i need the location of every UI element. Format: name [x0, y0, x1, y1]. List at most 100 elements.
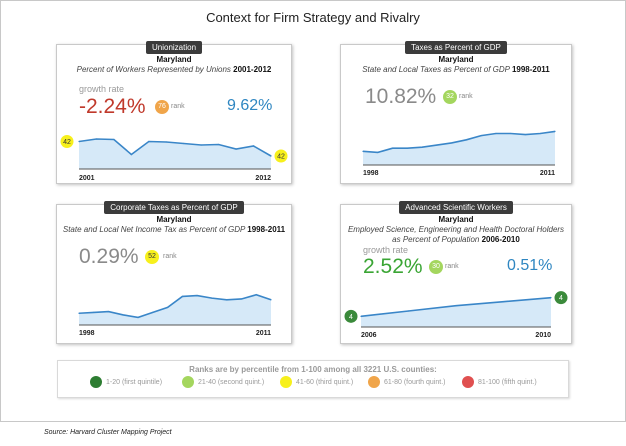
corporate-panel: Corporate Taxes as Percent of GDP Maryla…	[56, 201, 292, 344]
data-point-6	[167, 306, 169, 308]
corporate-value: 0.29%	[79, 245, 139, 268]
data-point-3	[130, 153, 132, 156]
start-rank-badge	[344, 309, 358, 323]
scientific-tab: Advanced Scientific Workers	[341, 197, 571, 215]
scientific-subtitle-text: Employed Science, Engineering and Health…	[347, 225, 565, 244]
taxes-subtitle-years: 1998-2011	[511, 65, 550, 74]
data-point-3	[122, 314, 124, 316]
series-area	[79, 294, 271, 325]
end-rank-badge	[554, 291, 568, 305]
legend-label-q1: 1-20 (first quintile)	[106, 378, 163, 386]
corporate-tab-label: Corporate Taxes as Percent of GDP	[104, 201, 244, 214]
scientific-subtitle: Employed Science, Engineering and Health…	[345, 225, 567, 245]
x-tick-end: 2010	[535, 332, 551, 339]
data-point-8	[196, 295, 198, 297]
page-title: Context for Firm Strategy and Rivalry	[206, 10, 420, 25]
unionization-panel: Unionization Maryland Percent of Workers…	[56, 41, 292, 184]
taxes-tab: Taxes as Percent of GDP	[341, 37, 571, 55]
data-point-7	[181, 295, 183, 298]
data-point-9	[235, 148, 237, 150]
taxes-tab-label: Taxes as Percent of GDP	[405, 41, 507, 54]
legend-item-q2: 21-40 (second quint.)	[182, 376, 264, 388]
data-point-4	[137, 316, 139, 319]
unionization-tab: Unionization	[57, 37, 291, 55]
data-point-12	[539, 132, 541, 135]
start-rank-badge	[60, 135, 74, 148]
scientific-growth-value: 2.52%	[363, 255, 423, 278]
unionization-region: Maryland	[156, 55, 192, 64]
x-tick-start: 2006	[361, 332, 377, 339]
scientific-growth-label: growth rate	[363, 245, 409, 255]
data-point-11	[270, 155, 272, 157]
scientific-region: Maryland	[438, 215, 474, 224]
taxes-rank-badge: 32	[443, 90, 457, 104]
data-point-2	[391, 147, 394, 149]
scientific-chart: 2006 2010 4 4	[344, 291, 568, 339]
corporate-chart: 1998 2011	[78, 293, 272, 337]
data-point-0	[78, 312, 80, 314]
legend-label-q2: 21-40 (second quint.)	[198, 378, 265, 386]
scientific-subtitle-years: 2006-2010	[481, 235, 520, 244]
data-point-10	[226, 299, 228, 301]
corporate-subtitle-text: State and Local Net Income Tax as Percen…	[62, 225, 248, 234]
legend-dot-q1	[90, 376, 102, 388]
data-point-7	[200, 144, 202, 146]
x-tick-end: 2011	[540, 170, 555, 177]
data-point-13	[270, 299, 272, 301]
taxes-rank-label: rank	[459, 93, 473, 100]
end-rank-badge	[274, 149, 288, 163]
data-point-0	[78, 140, 80, 143]
legend-dot-q5	[462, 376, 474, 388]
corporate-tab: Corporate Taxes as Percent of GDP	[57, 197, 291, 215]
unionization-growth-label: growth rate	[79, 84, 125, 94]
unionization-rank-label: rank	[171, 103, 185, 110]
data-point-7	[465, 139, 467, 141]
corporate-region: Maryland	[156, 215, 192, 224]
series-area	[363, 131, 555, 165]
data-point-8	[480, 135, 482, 137]
scientific-current-value: 0.51%	[507, 257, 553, 274]
legend-item-q3: 41-60 (third quint.)	[280, 376, 353, 388]
corporate-rank-badge: 52	[145, 250, 159, 264]
data-point-4	[148, 140, 150, 143]
data-point-5	[165, 141, 167, 143]
corporate-subtitle: State and Local Net Income Tax as Percen…	[61, 225, 287, 235]
data-point-0	[362, 150, 364, 152]
data-point-1	[93, 311, 95, 313]
data-point-5	[436, 144, 438, 146]
data-point-1	[377, 151, 379, 153]
legend-dot-q3	[280, 376, 292, 388]
data-point-6	[451, 142, 453, 144]
data-point-2	[107, 310, 110, 313]
unionization-tab-label: Unionization	[145, 41, 203, 54]
corporate-rank-label: rank	[163, 253, 177, 260]
data-point-9	[211, 297, 213, 299]
x-tick-start: 1998	[79, 330, 95, 337]
data-point-10	[252, 145, 255, 147]
scientific-rank-badge: 30	[429, 260, 443, 274]
data-point-2	[113, 138, 115, 141]
legend-item-q5: 81-100 (fifth quint.)	[462, 376, 537, 388]
series-line	[362, 130, 556, 154]
legend-label-q3: 41-60 (third quint.)	[296, 378, 354, 386]
legend-item-q1: 1-20 (first quintile)	[90, 376, 162, 388]
scientific-rank-label: rank	[445, 263, 459, 270]
data-point-10	[510, 132, 512, 135]
unionization-current-value: 9.62%	[227, 97, 273, 114]
taxes-chart: 1998 2011	[362, 130, 556, 177]
data-point-4	[421, 146, 423, 148]
data-point-8	[218, 143, 220, 146]
legend-dot-q4	[368, 376, 380, 388]
unionization-growth-value: -2.24%	[79, 95, 146, 118]
data-point-11	[524, 133, 527, 136]
data-point-1	[95, 138, 98, 140]
end-rank-label: 4	[559, 295, 563, 302]
data-point-6	[183, 142, 185, 145]
unionization-rank-badge: 76	[155, 100, 169, 114]
data-point-5	[152, 311, 154, 313]
data-point-9	[495, 132, 497, 135]
x-tick-end: 2012	[255, 175, 271, 182]
legend-title: Ranks are by percentile from 1-100 among…	[189, 365, 437, 374]
data-point-3	[406, 147, 408, 149]
data-point-11	[240, 298, 243, 300]
